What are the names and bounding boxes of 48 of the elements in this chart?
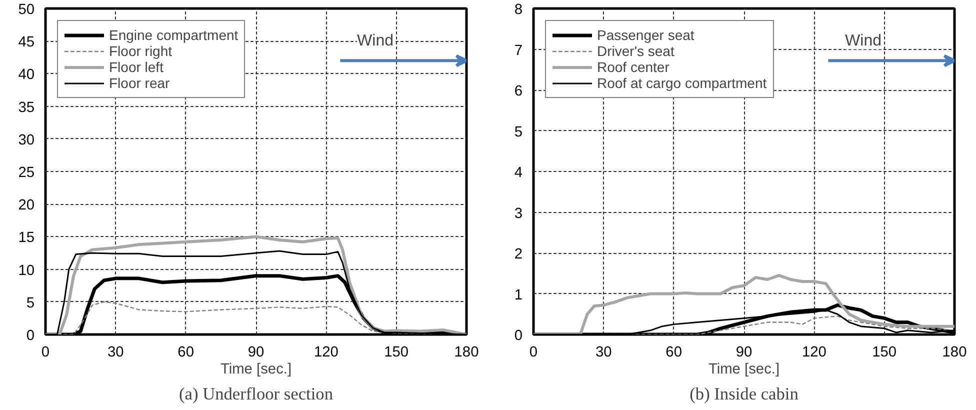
x-tick-label: 90 <box>248 344 264 360</box>
text: (b) Inside cabin <box>690 384 799 404</box>
x-tick-label: 180 <box>454 344 479 360</box>
legend-label: Roof at cargo compartment <box>597 75 767 91</box>
y-tick-label: 4 <box>514 165 523 181</box>
x-tick-label: 60 <box>666 344 682 360</box>
x-tick-label: 0 <box>529 344 538 360</box>
text: (a) Underfloor section <box>179 384 334 404</box>
x-axis-title: Time [sec.] <box>708 362 780 378</box>
y-tick-label: 5 <box>514 124 523 140</box>
y-tick-label: 1 <box>514 287 523 304</box>
y-tick-label: 30 <box>18 132 35 148</box>
x-tick-label: 30 <box>108 344 124 360</box>
annotation: Wind <box>357 32 394 50</box>
x-tick-label: 120 <box>314 344 338 360</box>
legend-label: Floor right <box>109 43 172 59</box>
legend-label: Roof center <box>597 59 670 75</box>
legend-label: Floor left <box>109 59 164 75</box>
x-tick-label: 90 <box>736 344 752 360</box>
x-tick-label: 180 <box>942 344 967 360</box>
y-tick-label: 45 <box>18 34 35 51</box>
y-tick-label: 5 <box>26 295 35 312</box>
y-tick-label: 25 <box>18 165 35 181</box>
y-tick-label: 3 <box>514 206 523 222</box>
x-tick-label: 0 <box>41 344 50 360</box>
x-tick-label: 150 <box>384 344 409 360</box>
y-tick-label: 0 <box>26 328 35 344</box>
x-axis-title: Time [sec.] <box>220 362 292 378</box>
y-tick-label: 7 <box>514 42 523 59</box>
legend-label: Floor rear <box>109 75 170 91</box>
y-tick-label: 2 <box>514 246 523 262</box>
y-tick-label: 50 <box>18 2 35 18</box>
y-tick-label: 40 <box>18 67 35 84</box>
x-tick-label: 150 <box>872 344 897 360</box>
y-tick-label: 35 <box>18 100 35 116</box>
y-tick-label: 10 <box>18 262 35 279</box>
y-tick-label: 6 <box>514 84 523 100</box>
legend-label: Engine compartment <box>109 27 238 43</box>
x-tick-label: 30 <box>596 344 612 360</box>
y-tick-label: 15 <box>18 230 35 246</box>
legend-label: Driver's seat <box>597 43 674 59</box>
y-tick-label: 20 <box>18 198 35 214</box>
x-tick-label: 60 <box>178 344 194 360</box>
y-tick-label: 8 <box>514 2 523 18</box>
x-tick-label: 120 <box>802 344 826 360</box>
y-tick-label: 0 <box>514 328 523 344</box>
annotation: Wind <box>845 32 882 50</box>
legend-label: Passenger seat <box>597 27 694 43</box>
